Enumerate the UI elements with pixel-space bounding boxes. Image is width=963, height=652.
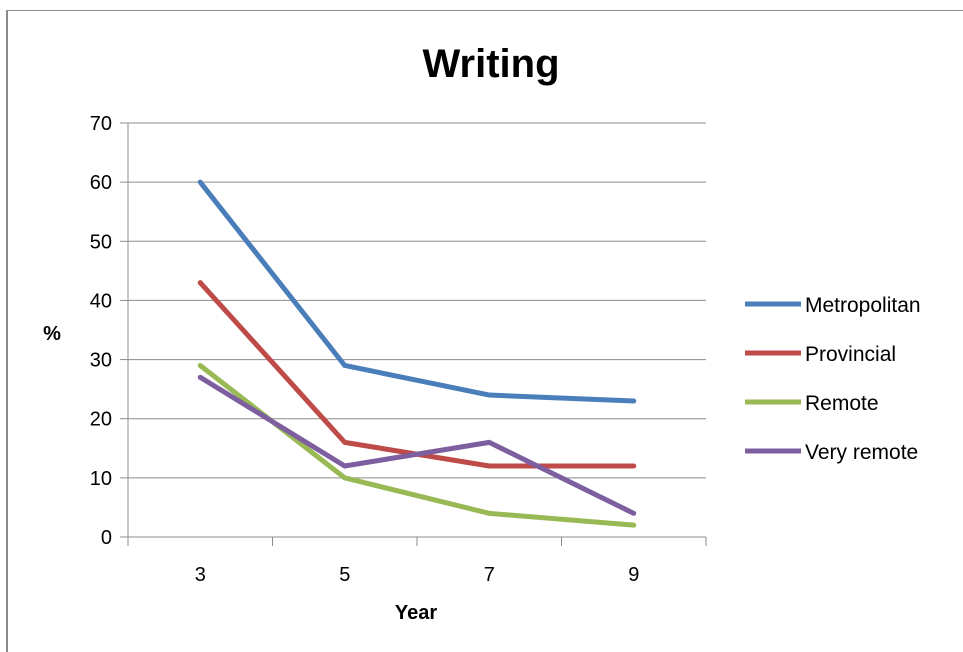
data-point-provincial <box>631 463 637 469</box>
x-tick-label: 7 <box>484 564 495 586</box>
data-point-very-remote <box>486 439 492 445</box>
gridlines <box>128 122 706 479</box>
x-tick-label: 9 <box>628 564 639 586</box>
data-point-very-remote <box>197 374 203 380</box>
legend: Metropolitan Provincial Remote Very remote <box>745 294 921 464</box>
legend-label-metropolitan: Metropolitan <box>805 294 921 317</box>
legend-label-remote: Remote <box>805 392 879 415</box>
x-axis-ticks: 3 5 7 9 <box>127 537 707 586</box>
series-line-provincial <box>198 281 634 469</box>
y-axis-ticks: 0 10 20 30 40 50 60 70 <box>90 113 128 549</box>
data-point-metropolitan <box>486 392 492 398</box>
data-point-metropolitan <box>197 179 203 185</box>
data-point-provincial <box>197 280 203 286</box>
data-point-remote <box>197 362 203 368</box>
axes <box>127 123 706 538</box>
series-line-metropolitan <box>198 180 634 404</box>
y-tick-label: 30 <box>90 350 112 372</box>
series-line-remote <box>198 363 634 528</box>
y-axis-label: % <box>43 323 61 345</box>
x-tick-label: 3 <box>195 564 206 586</box>
legend-label-very-remote: Very remote <box>805 441 918 464</box>
data-point-metropolitan <box>342 362 348 368</box>
y-tick-label: 0 <box>101 527 112 549</box>
data-point-provincial <box>486 463 492 469</box>
data-point-very-remote <box>631 510 637 516</box>
data-point-very-remote <box>342 463 348 469</box>
y-tick-label: 10 <box>90 468 112 490</box>
x-tick-label: 5 <box>339 564 350 586</box>
chart-title: Writing <box>422 42 559 86</box>
chart-frame <box>6 10 963 652</box>
series-line-very-remote <box>198 375 635 516</box>
y-tick-label: 60 <box>90 172 112 194</box>
data-point-remote <box>631 522 637 528</box>
data-point-remote <box>486 510 492 516</box>
data-point-provincial <box>342 439 348 445</box>
legend-label-provincial: Provincial <box>805 343 896 366</box>
data-point-remote <box>342 475 348 481</box>
x-axis-label: Year <box>395 602 437 624</box>
y-tick-label: 40 <box>90 290 112 312</box>
y-tick-label: 20 <box>90 409 112 431</box>
y-tick-label: 70 <box>90 113 112 135</box>
data-point-metropolitan <box>631 398 637 404</box>
data-series <box>197 179 637 528</box>
y-tick-label: 50 <box>90 231 112 253</box>
